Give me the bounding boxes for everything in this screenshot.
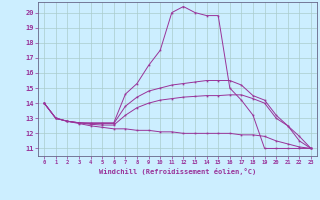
X-axis label: Windchill (Refroidissement éolien,°C): Windchill (Refroidissement éolien,°C) (99, 168, 256, 175)
